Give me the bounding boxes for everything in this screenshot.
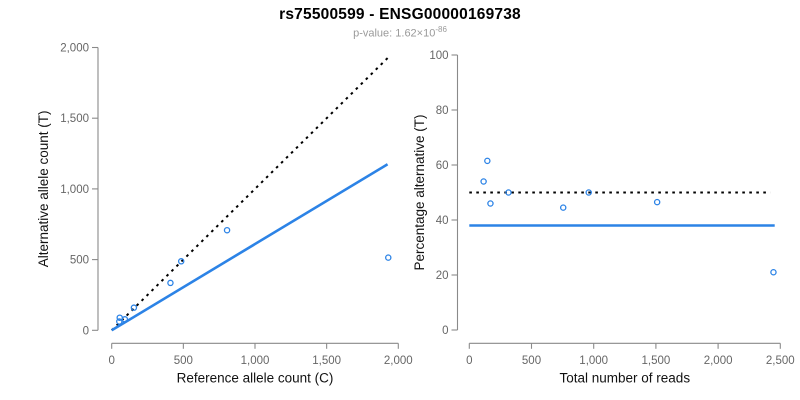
left-chart-panel: 0 500 1,000 1,500 2,000 0 500 1,000 1,500 2,000 Re… [36,43,413,386]
pvalue-exponent: -86 [435,25,447,34]
scatter-point [480,178,487,185]
scatter-point [653,198,661,206]
pvalue-subtitle: p-value: 1.62×10-86 [0,25,800,40]
x-tick-label: 2,000 [384,355,413,367]
x-tick-label: 1,500 [642,355,671,367]
y-tick-label: 20 [436,270,449,282]
scatter-point [487,200,494,207]
scatter-point [484,157,491,165]
x-tick-label: 500 [174,355,193,367]
scatter-point [559,204,567,211]
y-tick-label: 1,500 [60,113,89,125]
x-tick-label: 0 [108,355,114,367]
x-tick-label: 1,500 [312,355,341,367]
y-tick-label: 2,000 [60,43,89,55]
y-tick-label: 500 [70,255,89,267]
scatter-point [385,254,392,261]
scatter-point [223,226,231,234]
scatter-point [770,268,777,276]
identity-line [110,56,389,332]
x-axis-title: Total number of reads [560,370,691,385]
y-tick-label: 0 [83,325,89,337]
y-tick-label: 1,000 [60,184,89,196]
scatter-point [121,316,129,323]
scatter-point [167,279,174,287]
scatter-point [130,304,138,311]
y-axis-title: Alternative allele count (T) [36,110,51,267]
x-tick-label: 2,000 [704,355,733,367]
y-tick-label: 80 [436,105,449,117]
x-tick-label: 0 [466,355,472,367]
x-axis-title: Reference allele count (C) [177,370,334,385]
scatter-point [505,189,512,196]
y-tick-label: 40 [436,215,449,227]
scatter-point [116,318,123,325]
page-title: rs75500599 - ENSG00000169738 [279,6,521,23]
y-tick-label: 0 [442,325,448,337]
pvalue-text: p-value: 1.62×10 [353,27,436,40]
fit-line [111,163,389,332]
scatter-point [585,189,592,196]
y-tick-label: 100 [429,50,448,62]
y-tick-label: 60 [436,160,449,172]
x-tick-label: 2,500 [766,355,795,367]
x-tick-label: 1,000 [241,355,270,367]
x-tick-label: 1,000 [579,355,608,367]
x-tick-label: 500 [522,355,541,367]
right-chart-panel: 0 500 1,000 1,500 2,000 2,500 0 20 40 60 80 100 Tota… [412,50,795,385]
scatter-point [177,258,185,265]
y-axis-title: Percentage alternative (T) [412,114,427,270]
